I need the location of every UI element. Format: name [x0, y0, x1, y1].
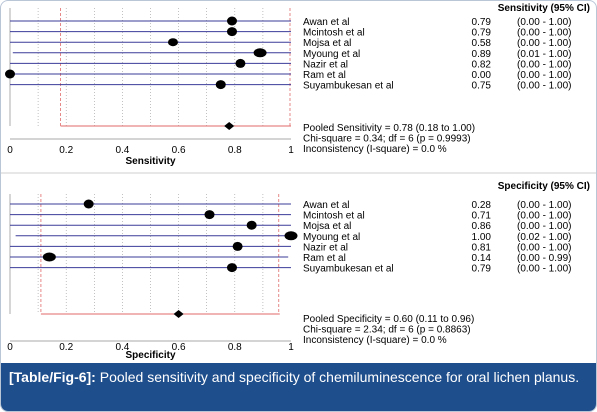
sensitivity-study-point — [5, 69, 15, 79]
specificity-tick-label: 0 — [7, 342, 13, 353]
sensitivity-inconsistency-text: Inconsistency (I-square) = 0.0 % — [303, 144, 447, 155]
sensitivity-tick-label: 0.2 — [59, 145, 73, 156]
specificity-study-ci: (0.00 - 1.00) — [517, 242, 571, 253]
sensitivity-tick-label: 1 — [288, 145, 294, 156]
sensitivity-study-estimate: 0.00 — [472, 70, 492, 81]
specificity-study-estimate: 0.86 — [472, 221, 492, 232]
specificity-study-label: Awan et al — [303, 200, 350, 211]
specificity-study-estimate: 0.14 — [472, 253, 492, 264]
sensitivity-tick-label: 0 — [7, 145, 13, 156]
sensitivity-study-label: Mojsa et al — [303, 38, 351, 49]
specificity-study-point — [232, 241, 243, 251]
sensitivity-study-label: Nazir et al — [303, 59, 348, 70]
specificity-study-estimate: 1.00 — [472, 232, 492, 243]
specificity-axis-label: Specificity — [125, 350, 175, 361]
specificity-tick-label: 1 — [288, 342, 294, 353]
sensitivity-pooled-text: Pooled Sensitivity = 0.78 (0.18 to 1.00) — [303, 123, 475, 134]
sensitivity-study-point — [253, 48, 267, 58]
sensitivity-study-point — [167, 38, 178, 47]
specificity-pooled-diamond — [173, 310, 184, 318]
sensitivity-study-estimate: 0.79 — [472, 17, 492, 28]
sensitivity-study-ci: (0.01 - 1.00) — [517, 49, 571, 60]
caption-text: Pooled sensitivity and specificity of ch… — [95, 369, 580, 385]
specificity-tick-label: 0.6 — [172, 342, 186, 353]
sensitivity-study-point — [235, 58, 246, 68]
specificity-study-ci: (0.00 - 1.00) — [517, 200, 571, 211]
specificity-study-ci: (0.00 - 0.99) — [517, 253, 571, 264]
sensitivity-study-ci: (0.00 - 1.00) — [517, 38, 571, 49]
specificity-study-ci: (0.02 - 1.00) — [517, 232, 571, 243]
sensitivity-study-point — [226, 27, 237, 37]
specificity-study-ci: (0.00 - 1.00) — [517, 221, 571, 232]
sensitivity-chi-square-text: Chi-square = 0.34; df = 6 (p = 0.9993) — [303, 134, 471, 145]
specificity-study-estimate: 0.79 — [472, 264, 492, 275]
sensitivity-study-estimate: 0.58 — [472, 38, 492, 49]
sensitivity-study-estimate: 0.89 — [472, 49, 492, 60]
sensitivity-axis-label: Sensitivity — [125, 156, 175, 167]
specificity-chi-square-text: Chi-square = 2.34; df = 6 (p = 0.8863) — [303, 325, 471, 336]
specificity-tick-label: 0.8 — [228, 342, 242, 353]
sensitivity-study-label: Mcintosh et al — [303, 28, 365, 39]
sensitivity-study-label: Suyambukesan et al — [303, 81, 394, 92]
specificity-study-point — [226, 263, 237, 273]
sensitivity-study-estimate: 0.82 — [472, 59, 492, 70]
specificity-column-header: Specificity (95% CI) — [498, 181, 590, 192]
specificity-study-estimate: 0.71 — [472, 211, 492, 222]
sensitivity-tick-label: 0.8 — [228, 145, 242, 156]
sensitivity-tick-label: 0.6 — [172, 145, 186, 156]
specificity-study-point — [246, 220, 257, 230]
sensitivity-study-ci: (0.00 - 1.00) — [517, 81, 571, 92]
specificity-pooled-text: Pooled Specificity = 0.60 (0.11 to 0.96) — [303, 314, 474, 325]
sensitivity-study-point — [226, 16, 237, 26]
specificity-tick-label: 0.2 — [59, 342, 73, 353]
specificity-study-point — [204, 210, 215, 220]
specificity-study-label: Mcintosh et al — [303, 211, 365, 222]
forest-plot-figure: Sensitivity (95% CI) Awan et al 0.79 (0.00 … — [1, 3, 596, 361]
specificity-study-label: Mojsa et al — [303, 221, 351, 232]
sensitivity-study-ci: (0.00 - 1.00) — [517, 70, 571, 81]
sensitivity-study-ci: (0.00 - 1.00) — [517, 28, 571, 39]
sensitivity-study-ci: (0.00 - 1.00) — [517, 17, 571, 28]
specificity-study-point — [83, 199, 94, 209]
specificity-study-label: Ram et al — [303, 253, 346, 264]
specificity-study-label: Suyambukesan et al — [303, 264, 394, 275]
specificity-study-ci: (0.00 - 1.00) — [517, 211, 571, 222]
specificity-study-estimate: 0.28 — [472, 200, 492, 211]
specificity-inconsistency-text: Inconsistency (I-square) = 0.0 % — [303, 335, 447, 346]
specificity-tick-label: 0.4 — [115, 342, 129, 353]
specificity-study-estimate: 0.81 — [472, 242, 492, 253]
sensitivity-study-estimate: 0.79 — [472, 28, 492, 39]
sensitivity-tick-label: 0.4 — [115, 145, 129, 156]
specificity-study-label: Nazir et al — [303, 242, 348, 253]
sensitivity-study-ci: (0.00 - 1.00) — [517, 59, 571, 70]
sensitivity-study-label: Ram et al — [303, 70, 346, 81]
specificity-study-point — [42, 252, 56, 262]
specificity-study-ci: (0.00 - 1.00) — [517, 264, 571, 275]
specificity-study-point — [284, 231, 298, 241]
sensitivity-study-estimate: 0.75 — [472, 81, 492, 92]
specificity-study-label: Myoung et al — [303, 232, 360, 243]
sensitivity-column-header: Sensitivity (95% CI) — [498, 3, 590, 14]
caption-label: [Table/Fig-6]: — [9, 369, 96, 385]
sensitivity-study-point — [215, 80, 226, 90]
sensitivity-study-label: Awan et al — [303, 17, 350, 28]
figure-caption: [Table/Fig-6]: Pooled sensitivity and sp… — [1, 363, 596, 411]
sensitivity-pooled-diamond — [224, 122, 235, 130]
sensitivity-study-label: Myoung et al — [303, 49, 360, 60]
